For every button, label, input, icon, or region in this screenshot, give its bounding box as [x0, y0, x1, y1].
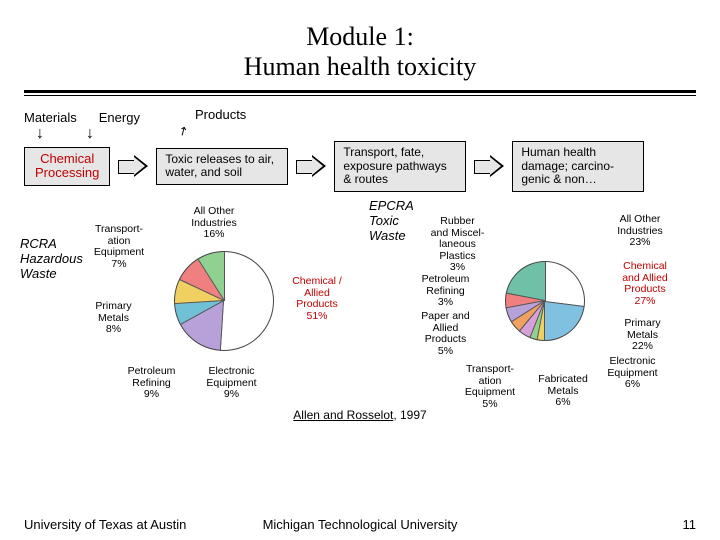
- slide-title: Module 1: Human health toxicity: [24, 22, 696, 82]
- flow-arrow-2: [296, 155, 326, 177]
- pie-slice-label: PetroleumRefining9%: [119, 366, 184, 401]
- materials-label: Materials: [24, 110, 77, 125]
- pie-slice-label: Paper andAlliedProducts5%: [413, 311, 478, 357]
- pie-slice-label: Rubberand Miscel-laneousPlastics3%: [420, 216, 495, 274]
- footer: University of Texas at Austin Michigan T…: [0, 517, 720, 532]
- title-rule: [24, 90, 696, 96]
- input-arrows: ↓↓: [36, 127, 696, 137]
- products-label: Products: [195, 107, 246, 122]
- pie-slice-label: Transport-ationEquipment7%: [84, 224, 154, 270]
- citation-source: Allen and Rosselot: [293, 408, 393, 422]
- footer-center: Michigan Technological University: [263, 517, 458, 532]
- title-line-2: Human health toxicity: [244, 52, 477, 81]
- epcra-chart: EPCRA Toxic Waste All OtherIndustries23%…: [365, 206, 696, 406]
- inputs-row: Materials Energy: [24, 110, 696, 125]
- rcra-chart: RCRA Hazardous Waste All OtherIndustries…: [24, 206, 355, 406]
- pie-slice-label: ElectronicEquipment9%: [199, 366, 264, 401]
- pie-slice-label: PrimaryMetals8%: [86, 301, 141, 336]
- flow-arrow-1: [118, 155, 148, 177]
- chemical-processing-box: Chemical Processing: [24, 147, 110, 187]
- citation: Allen and Rosselot, 1997: [24, 408, 696, 422]
- pie-slice-label: Transport-ationEquipment5%: [455, 364, 525, 410]
- pie-slice-label: FabricatedMetals6%: [533, 374, 593, 409]
- page-number: 11: [683, 517, 697, 532]
- transport-fate-box: Transport, fate, exposure pathways & rou…: [334, 141, 466, 192]
- flow-row: Chemical Processing Toxic releases to ai…: [24, 141, 696, 192]
- pie-slice-label: PetroleumRefining3%: [413, 274, 478, 309]
- human-health-box: Human health damage; carcino-genic & non…: [512, 141, 644, 192]
- pie-slice-label: All OtherIndustries23%: [605, 214, 675, 249]
- products-arrow: ↗: [175, 122, 191, 139]
- pie-slice-label: ElectronicEquipment6%: [600, 356, 665, 391]
- citation-year: , 1997: [393, 408, 426, 422]
- flow-arrow-3: [474, 155, 504, 177]
- title-line-1: Module 1:: [306, 22, 414, 51]
- pie-slice-label: PrimaryMetals22%: [615, 318, 670, 353]
- footer-left: University of Texas at Austin: [24, 517, 186, 532]
- energy-label: Energy: [99, 110, 140, 125]
- charts-row: RCRA Hazardous Waste All OtherIndustries…: [24, 206, 696, 406]
- pie-slice-label: Chemicaland AlliedProducts27%: [610, 261, 680, 307]
- pie-slice-label: All OtherIndustries16%: [179, 206, 249, 241]
- pie-slice-label: Chemical /AlliedProducts51%: [282, 276, 352, 322]
- toxic-releases-box: Toxic releases to air, water, and soil: [156, 148, 288, 186]
